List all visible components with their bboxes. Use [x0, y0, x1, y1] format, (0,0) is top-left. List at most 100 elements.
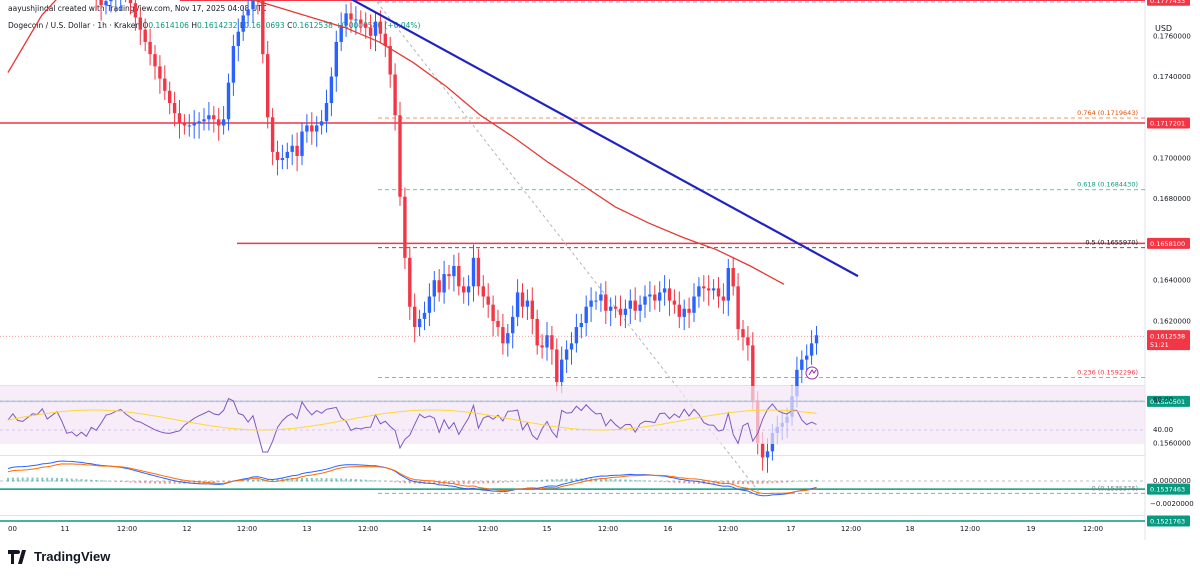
- candle-body: [285, 151, 289, 159]
- macd-histogram-bar: [781, 481, 784, 483]
- macd-histogram-bar: [658, 481, 661, 482]
- pane-separator: [0, 455, 1145, 456]
- macd-histogram-bar: [247, 479, 250, 482]
- macd-histogram-bar: [261, 479, 264, 482]
- candle-body: [275, 151, 280, 161]
- macd-histogram-bar: [482, 481, 485, 484]
- candle-body: [633, 300, 637, 311]
- candle-body: [339, 25, 343, 42]
- candle-body: [373, 21, 378, 36]
- time-tick-label: 18: [906, 525, 915, 533]
- candle-body: [388, 45, 392, 75]
- macd-histogram-bar: [575, 478, 578, 482]
- macd-histogram-bar: [188, 481, 191, 484]
- candle-body: [560, 359, 564, 383]
- tradingview-logo[interactable]: TradingView: [8, 549, 110, 564]
- candle-body: [618, 308, 623, 315]
- price-tick-label: 0.1700000: [1153, 155, 1191, 163]
- macd-histogram-bar: [644, 480, 646, 482]
- candle-body: [765, 451, 770, 458]
- last-price-tag: [1147, 330, 1190, 351]
- candle-body: [182, 123, 187, 126]
- candle-body: [207, 115, 211, 120]
- symbol-name[interactable]: Dogecoin / U.S. Dollar · 1h · Kraken: [8, 21, 141, 30]
- candle-body: [143, 29, 147, 42]
- rsi-band: [0, 386, 1145, 444]
- macd-histogram-bar: [350, 478, 352, 482]
- fib-level-label: 0 (0.1535376): [1092, 484, 1138, 492]
- candle-body: [319, 121, 324, 126]
- macd-histogram-bar: [252, 479, 254, 482]
- candle-body: [506, 333, 510, 344]
- candle-body: [711, 288, 716, 291]
- macd-histogram-bar: [129, 481, 132, 483]
- macd-tick-label: −0.0020000: [1150, 500, 1194, 508]
- candle-body: [422, 312, 427, 319]
- macd-histogram-bar: [678, 481, 681, 484]
- candle-body: [800, 359, 804, 370]
- macd-histogram-bar: [501, 481, 504, 483]
- macd-histogram-bar: [697, 481, 700, 484]
- trend-line: [350, 0, 859, 278]
- candle-body: [226, 82, 231, 120]
- macd-histogram-bar: [624, 479, 627, 482]
- macd-histogram-bar: [266, 479, 269, 482]
- fib-level-label: 0.618 (0.1684430): [1077, 181, 1138, 189]
- macd-histogram-bar: [340, 478, 343, 482]
- macd-histogram-bar: [800, 480, 803, 482]
- candle-body: [471, 257, 476, 287]
- candle-body: [726, 268, 730, 301]
- candle-body: [814, 335, 819, 344]
- candle-body: [378, 21, 383, 34]
- price-tick-label: 0.1560000: [1153, 440, 1191, 448]
- macd-histogram-bar: [60, 478, 63, 482]
- macd-histogram-bar: [487, 481, 490, 484]
- candle-body: [609, 306, 613, 311]
- candle-body: [261, 0, 265, 55]
- rsi-tick-label: 60.00: [1153, 396, 1173, 404]
- macd-histogram-bar: [134, 481, 137, 483]
- macd-histogram-bar: [550, 479, 553, 482]
- candle-body: [692, 296, 696, 313]
- candle-body: [408, 257, 412, 307]
- candle-body: [197, 121, 201, 124]
- macd-histogram-bar: [26, 477, 29, 482]
- macd-histogram-bar: [149, 481, 152, 484]
- macd-histogram-bar: [555, 479, 558, 482]
- time-tick-label: 12:00: [117, 525, 137, 533]
- macd-histogram-bar: [722, 481, 725, 485]
- candle-body: [545, 335, 549, 348]
- price-level-tag-label: 0.1521763: [1150, 518, 1185, 526]
- macd-histogram-bar: [585, 478, 588, 482]
- time-tick-label: 16: [664, 525, 673, 533]
- macd-histogram-bar: [756, 481, 759, 484]
- candle-body: [270, 117, 275, 152]
- open-value: 0.1614106: [148, 21, 189, 30]
- candle-body: [648, 294, 652, 297]
- candle-body: [481, 286, 485, 297]
- time-tick-label: 00: [8, 525, 17, 533]
- candle-body: [653, 294, 657, 301]
- macd-histogram-bar: [21, 477, 24, 482]
- macd-histogram-bar: [746, 481, 749, 485]
- macd-histogram-bar: [428, 481, 431, 485]
- candle-body: [442, 274, 446, 293]
- candle-body: [511, 316, 515, 334]
- macd-histogram-bar: [791, 481, 793, 482]
- macd-histogram-bar: [516, 481, 519, 482]
- macd-histogram-bar: [369, 479, 372, 482]
- macd-histogram-bar: [51, 477, 54, 482]
- macd-histogram-bar: [634, 479, 637, 482]
- candle-body: [623, 308, 628, 315]
- candle-body: [658, 292, 662, 301]
- candle-body: [809, 343, 814, 356]
- macd-histogram-bar: [276, 478, 279, 482]
- candle-body: [344, 13, 348, 26]
- pane-separator: [0, 515, 1145, 516]
- macd-histogram-bar: [359, 479, 362, 482]
- macd-histogram-bar: [173, 481, 176, 484]
- macd-histogram-bar: [394, 481, 397, 483]
- macd-histogram-bar: [90, 479, 93, 482]
- macd-histogram-bar: [364, 479, 367, 482]
